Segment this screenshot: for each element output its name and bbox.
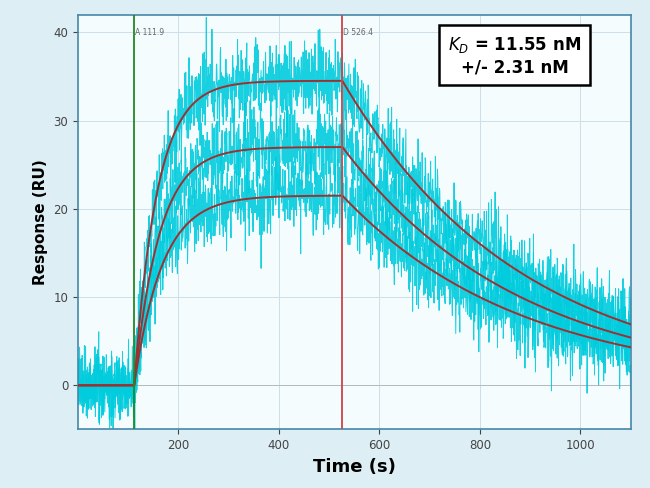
Text: A 111.9: A 111.9 bbox=[135, 28, 164, 37]
Text: D 526.4: D 526.4 bbox=[343, 28, 373, 37]
X-axis label: Time (s): Time (s) bbox=[313, 458, 396, 476]
Y-axis label: Response (RU): Response (RU) bbox=[33, 159, 48, 285]
Text: $\mathit{K}_\mathit{D}$ = 11.55 nM
+/- 2.31 nM: $\mathit{K}_\mathit{D}$ = 11.55 nM +/- 2… bbox=[448, 35, 581, 76]
